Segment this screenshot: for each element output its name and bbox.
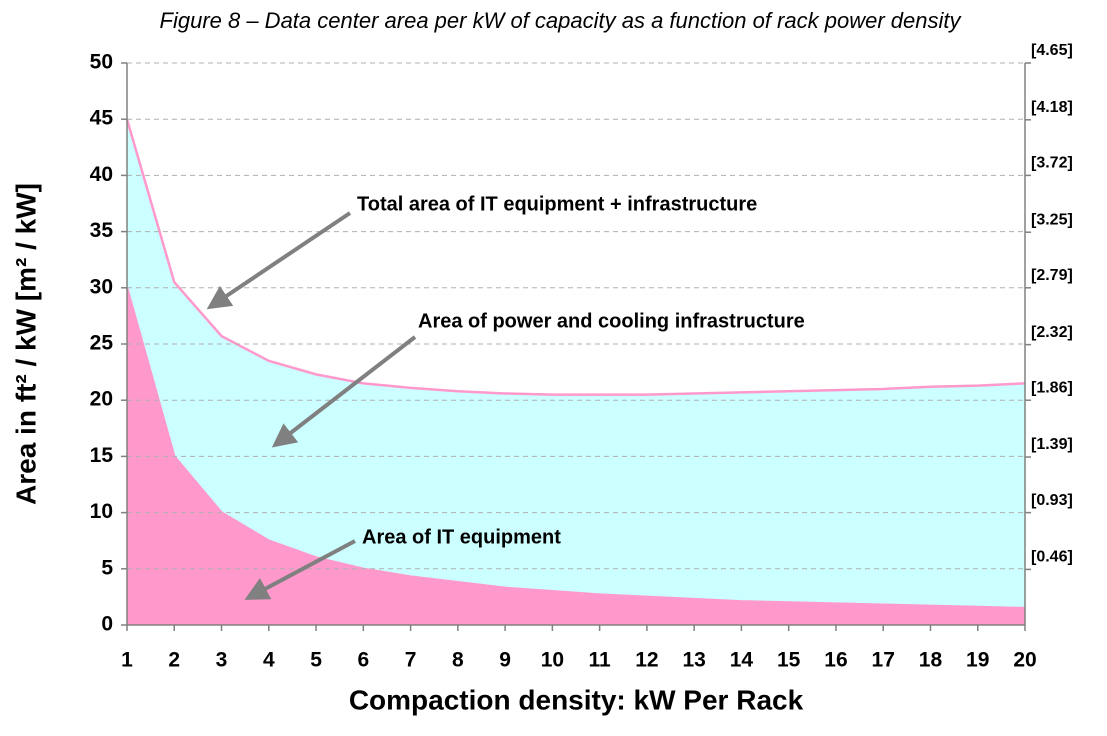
x-tick-label: 7: [405, 649, 417, 672]
x-tick-label: 19: [966, 649, 989, 672]
x-tick-label: 15: [777, 649, 801, 672]
y-tick-label: 50: [90, 51, 113, 74]
x-tick-label: 16: [824, 649, 847, 672]
y-tick-label: 40: [90, 163, 113, 186]
area: [127, 287, 1025, 625]
arrow: [244, 539, 356, 600]
line: [125, 118, 1026, 396]
x-tick-label: 13: [682, 649, 705, 672]
x-tick-label: 11: [589, 649, 612, 672]
y-tick-label: 10: [90, 500, 113, 523]
y2-tick-label: [0.46]: [1031, 549, 1073, 566]
y2-tick-label: [1.86]: [1031, 379, 1073, 396]
y-tick-label: 45: [90, 107, 114, 130]
y2-tick-label: [2.32]: [1031, 324, 1073, 341]
y-tick-label: 25: [90, 332, 114, 355]
x-tick-label: 1: [121, 649, 133, 672]
plot-area: 05101520253035404550[0.46][0.93][1.39][1…: [90, 42, 1073, 671]
x-tick-label: 9: [499, 649, 511, 672]
y-tick-label: 0: [101, 613, 113, 636]
x-tick-label: 12: [635, 649, 658, 672]
y2-tick-label: [3.25]: [1031, 211, 1073, 228]
y2-tick-label: [0.93]: [1031, 492, 1073, 509]
y-axis-title: Area in ft² / kW [m² / kW]: [10, 183, 41, 505]
area: [127, 119, 1025, 625]
x-tick-label: 5: [310, 649, 322, 672]
x-axis-title: Compaction density: kW Per Rack: [349, 684, 804, 715]
y2-tick-label: [3.72]: [1031, 155, 1073, 172]
x-tick-label: 6: [357, 649, 369, 672]
y-tick-label: 35: [90, 219, 114, 242]
y-tick-label: 20: [90, 388, 113, 411]
y-tick-label: 30: [90, 275, 113, 298]
y2-tick-label: [1.39]: [1031, 436, 1073, 453]
y-tick-label: 15: [90, 444, 114, 467]
x-tick-label: 3: [216, 649, 228, 672]
annotation: Total area of IT equipment + infrastruct…: [357, 193, 757, 215]
y2-tick-label: [4.65]: [1031, 42, 1073, 59]
x-tick-label: 2: [168, 649, 180, 672]
y-tick-label: 5: [101, 556, 113, 579]
x-tick-label: 4: [263, 649, 275, 672]
y2-tick-label: [4.18]: [1031, 99, 1073, 116]
y2-tick-label: [2.79]: [1031, 267, 1073, 284]
arrow: [271, 335, 417, 448]
x-tick-label: 18: [919, 649, 943, 672]
arrow: [206, 211, 352, 310]
line: [125, 287, 1026, 610]
annotation: Area of IT equipment: [362, 526, 561, 548]
chart-title: Figure 8 – Data center area per kW of ca…: [160, 8, 963, 33]
x-tick-label: 10: [541, 649, 564, 672]
annotation: Area of power and cooling infrastructure: [418, 310, 805, 332]
x-tick-label: 8: [452, 649, 464, 672]
x-tick-label: 20: [1013, 649, 1036, 672]
x-tick-label: 14: [730, 649, 754, 672]
x-tick-label: 17: [872, 649, 895, 672]
